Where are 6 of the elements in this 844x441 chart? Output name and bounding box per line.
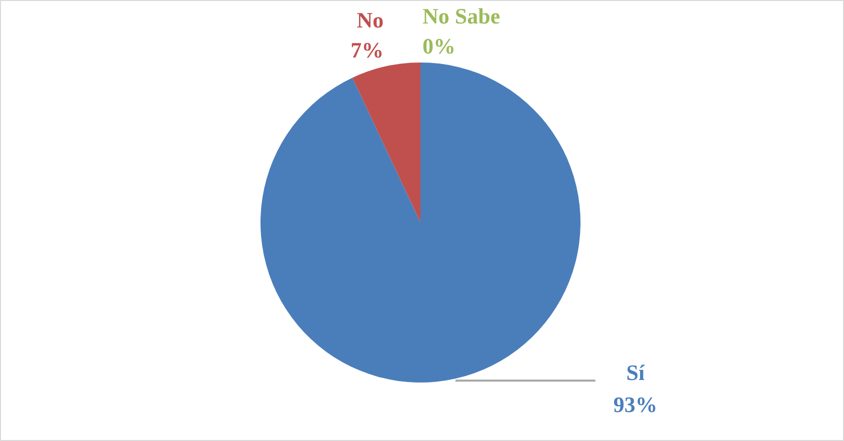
slice-label: Sí (626, 360, 646, 386)
data-label: 7% (350, 37, 384, 62)
category-label: No Sabe (422, 4, 500, 28)
data-label: 93% (613, 392, 658, 418)
slice-label: No (356, 7, 384, 32)
text: 0% (422, 34, 456, 58)
